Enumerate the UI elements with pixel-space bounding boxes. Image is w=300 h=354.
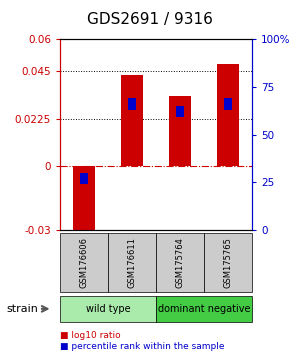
- Bar: [80, 173, 88, 184]
- Text: GSM176606: GSM176606: [80, 237, 88, 288]
- Text: GDS2691 / 9316: GDS2691 / 9316: [87, 12, 213, 27]
- Text: wild type: wild type: [86, 304, 130, 314]
- Text: GSM176611: GSM176611: [128, 237, 136, 288]
- Bar: [217, 64, 239, 166]
- Text: strain: strain: [6, 304, 38, 314]
- Bar: [128, 98, 136, 110]
- Text: dominant negative: dominant negative: [158, 304, 250, 314]
- Bar: [121, 75, 143, 166]
- Text: ■ percentile rank within the sample: ■ percentile rank within the sample: [60, 342, 224, 351]
- Bar: [224, 98, 232, 110]
- Bar: [176, 106, 184, 117]
- Bar: [169, 96, 191, 166]
- Text: ■ log10 ratio: ■ log10 ratio: [60, 331, 121, 340]
- Text: GSM175764: GSM175764: [176, 237, 184, 288]
- Text: GSM175765: GSM175765: [224, 237, 232, 288]
- Bar: [73, 166, 95, 234]
